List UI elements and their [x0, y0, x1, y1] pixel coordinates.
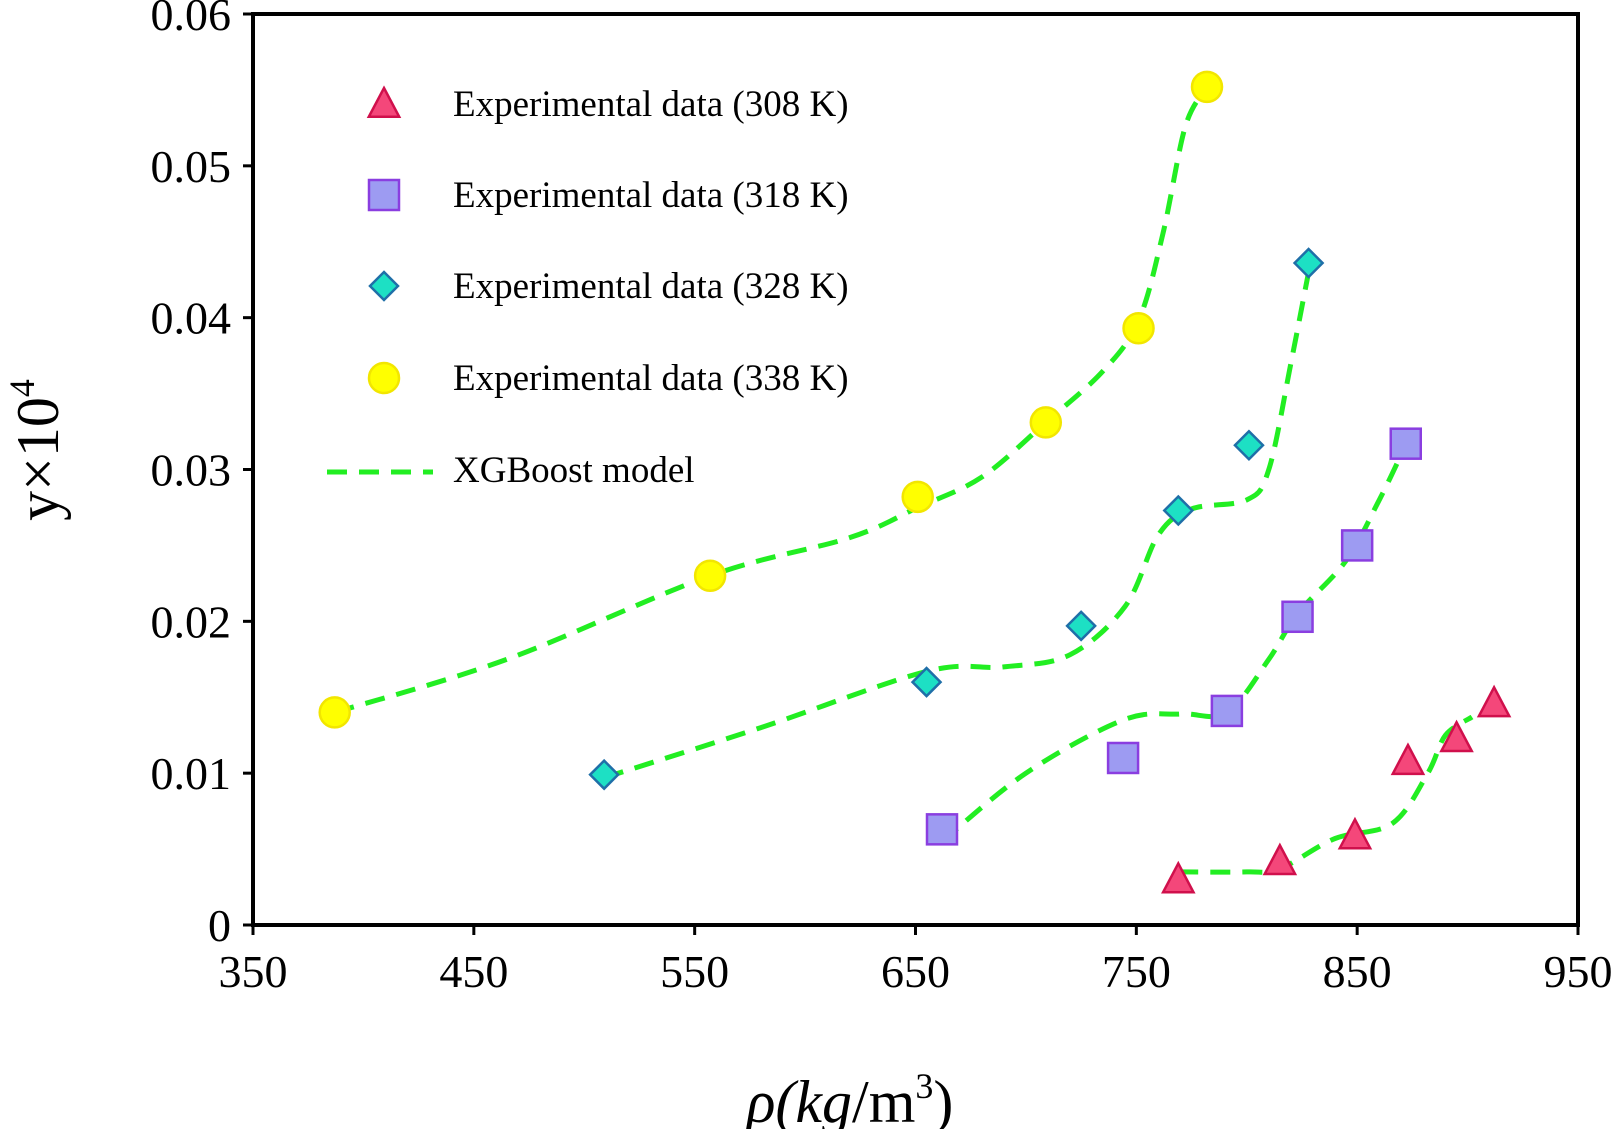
data-markers	[318, 70, 1512, 894]
data-point-circle	[1029, 406, 1063, 439]
data-point-circle	[901, 480, 934, 514]
data-point-triangle	[1337, 816, 1373, 850]
x-tick-label: 950	[1544, 946, 1613, 997]
data-point-circle	[1122, 312, 1155, 345]
legend-label: XGBoost model	[453, 450, 695, 491]
x-tick-label: 850	[1323, 946, 1392, 997]
y-axis-title: y×104	[2, 379, 71, 521]
data-point-square	[1389, 427, 1422, 460]
x-tick-label: 650	[881, 946, 950, 997]
xgboost-model-line	[333, 88, 1208, 715]
x-tick-label: 350	[219, 946, 288, 997]
axis-ticks: 350 450 550 650 750 850 950 0 0.01 0.02 0.03 0.04 0.…	[151, 0, 1613, 997]
y-tick-label: 0.01	[151, 748, 232, 799]
legend-marker-circle	[367, 361, 401, 395]
y-tick-label: 0.02	[151, 596, 232, 647]
data-point-diamond	[1065, 610, 1097, 642]
legend-label: Experimental data (338 K)	[453, 358, 849, 399]
data-point-square	[1210, 694, 1244, 728]
data-point-triangle	[1476, 684, 1512, 718]
xgboost-model-line	[603, 271, 1312, 781]
data-point-circle	[693, 559, 727, 593]
data-point-diamond	[588, 758, 620, 791]
plot-background	[253, 14, 1578, 925]
xgboost-model-line	[1178, 714, 1474, 875]
legend-marker-square	[367, 178, 401, 212]
data-point-triangle	[1390, 742, 1426, 776]
data-point-diamond	[1292, 247, 1325, 279]
y-tick-label: 0.06	[151, 0, 232, 40]
data-point-triangle	[1439, 719, 1474, 753]
y-tick-label: 0	[208, 900, 231, 951]
data-point-circle	[318, 696, 351, 729]
y-tick-label: 0.03	[151, 445, 232, 496]
x-tick-label: 750	[1102, 946, 1171, 997]
data-point-diamond	[1233, 429, 1265, 461]
legend-label: Experimental data (318 K)	[453, 175, 849, 216]
data-point-triangle	[1161, 860, 1196, 894]
data-point-square	[925, 813, 959, 846]
x-tick-label: 550	[660, 946, 729, 997]
y-tick-label: 0.05	[151, 141, 232, 192]
data-point-diamond	[1162, 494, 1195, 527]
y-tick-label: 0.04	[151, 293, 232, 344]
legend-label: Experimental data (308 K)	[453, 84, 849, 125]
data-point-square	[1106, 741, 1140, 775]
data-point-square	[1281, 600, 1314, 634]
data-point-circle	[1190, 70, 1224, 104]
data-point-diamond	[910, 666, 943, 698]
data-point-triangle	[1262, 842, 1298, 876]
x-tick-label: 450	[439, 946, 508, 997]
legend: Experimental data (308 K) Experimental da…	[327, 84, 849, 491]
x-axis-title: ρ(kg/m3)	[745, 1066, 954, 1129]
legend-marker-triangle	[366, 85, 402, 119]
legend-label: Experimental data (328 K)	[453, 266, 849, 307]
legend-marker-diamond	[368, 270, 400, 302]
data-point-square	[1340, 529, 1374, 562]
